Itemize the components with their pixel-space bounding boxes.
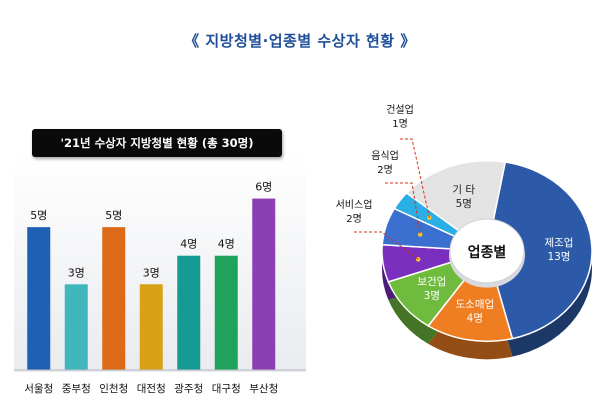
bar-value-label: 5명 xyxy=(30,209,47,222)
pie-callout-label: 음식업 xyxy=(371,149,399,162)
bar-category-label: 부산청 xyxy=(249,383,278,395)
bar-value-label: 6명 xyxy=(255,181,272,194)
pie-callout-line xyxy=(400,138,430,218)
pie-slice-value: 13명 xyxy=(547,251,570,263)
pie-slice-label: 도소매업 xyxy=(456,297,495,310)
bar-category-label: 광주청 xyxy=(174,383,203,395)
bar-인천청 xyxy=(102,227,126,370)
pie-slice-value: 4명 xyxy=(467,312,483,324)
bar-value-label: 3명 xyxy=(68,266,85,279)
bar-대전청 xyxy=(139,284,163,370)
page-title: 《 지방청별·업종별 수상자 현황 》 xyxy=(184,32,416,50)
pie-slice-label: 제조업 xyxy=(544,236,573,249)
bar-category-label: 대구청 xyxy=(212,383,241,395)
bar-value-label: 3명 xyxy=(143,266,160,279)
bar-value-label: 4명 xyxy=(218,238,235,251)
pie-callout-line xyxy=(385,182,421,235)
pie-callout-value: 2명 xyxy=(377,164,393,176)
pie-callout-dot xyxy=(417,232,423,237)
bar-category-label: 중부청 xyxy=(62,383,91,395)
bar-chart-title: '21년 수상자 지방청별 현황 (총 30명) xyxy=(32,129,282,157)
pie-callout-value: 1명 xyxy=(392,118,408,130)
pie-slice-value: 3명 xyxy=(424,290,440,302)
bar-중부청 xyxy=(64,284,88,370)
bar-value-label: 5명 xyxy=(105,209,122,222)
bar-category-label: 서울청 xyxy=(24,383,53,395)
bar-value-label: 4명 xyxy=(180,238,197,251)
bar-category-label: 대전청 xyxy=(137,383,166,395)
pie-callout-label: 서비스업 xyxy=(336,198,373,211)
pie-center xyxy=(449,218,525,284)
bar-광주청 xyxy=(177,255,201,370)
pie-callout-value: 2명 xyxy=(346,213,362,225)
bar-대구청 xyxy=(214,255,238,370)
bar-category-label: 인천청 xyxy=(99,383,128,395)
bar-부산청 xyxy=(252,198,276,370)
bar-서울청 xyxy=(27,227,51,370)
pie-center-label: 업종별 xyxy=(468,244,507,261)
pie-callout-label: 건설업 xyxy=(386,103,414,116)
pie-slice-label: 보건업 xyxy=(417,275,446,288)
pie-callout-line xyxy=(354,231,419,260)
pie-slice-value: 5명 xyxy=(456,198,472,210)
pie-slice-label: 기 타 xyxy=(452,184,475,196)
